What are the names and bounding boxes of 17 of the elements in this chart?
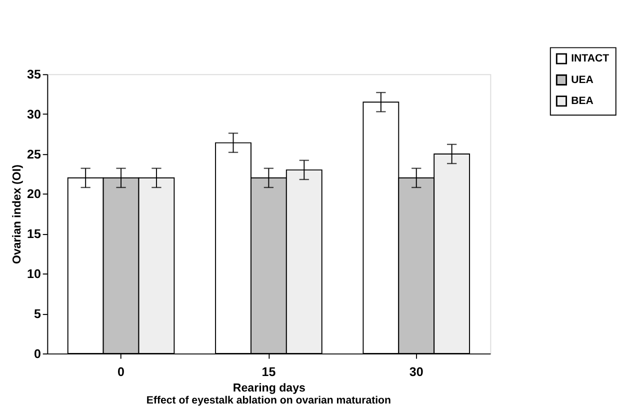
x-tick-label: 0: [118, 365, 125, 380]
legend-label: BEA: [571, 95, 594, 108]
y-tick-label: 0: [34, 346, 41, 361]
y-axis-title: Ovarian index (OI): [11, 164, 24, 264]
y-tick-label: 10: [27, 267, 41, 281]
y-tick-label: 30: [27, 107, 41, 122]
y-tick-label: 25: [27, 147, 41, 162]
x-tick-label: 30: [409, 365, 424, 380]
text: Effect of eyestalk ablation on ovarian maturation: [146, 394, 391, 407]
y-tick-label: 20: [27, 187, 41, 202]
y-tick-label: 5: [34, 306, 41, 321]
legend-label: UEA: [571, 74, 594, 86]
x-axis-title: Rearing days: [232, 382, 306, 395]
x-tick-label: 15: [262, 365, 276, 380]
y-tick-label: 15: [27, 227, 41, 242]
legend-label: INTACT: [571, 52, 610, 65]
y-tick-label: 35: [27, 68, 41, 82]
